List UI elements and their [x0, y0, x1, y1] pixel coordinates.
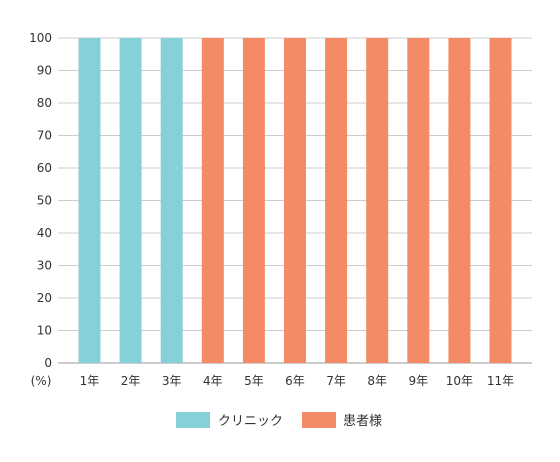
- y-tick-label: 50: [37, 194, 52, 208]
- x-tick-label: 4年: [203, 374, 223, 388]
- x-tick-label: 1年: [80, 374, 100, 388]
- y-tick-label: 20: [37, 291, 52, 305]
- x-tick-label: 5年: [244, 374, 264, 388]
- y-unit-label: (%): [31, 374, 52, 388]
- y-tick-label: 30: [37, 259, 52, 273]
- x-tick-label: 6年: [285, 374, 305, 388]
- legend-label: クリニック: [218, 414, 283, 429]
- bar: [201, 38, 224, 363]
- bar: [366, 38, 389, 363]
- bar: [325, 38, 348, 363]
- x-tick-label: 10年: [446, 374, 473, 388]
- bars: [78, 38, 512, 363]
- y-tick-label: 100: [29, 31, 52, 45]
- y-tick-label: 0: [44, 356, 52, 370]
- x-tick-label: 3年: [162, 374, 182, 388]
- x-tick-label: 7年: [326, 374, 346, 388]
- bar: [448, 38, 471, 363]
- y-tick-label: 10: [37, 324, 52, 338]
- x-tick-label: 8年: [367, 374, 387, 388]
- bar: [160, 38, 183, 363]
- y-tick-label: 80: [37, 96, 52, 110]
- y-tick-label: 70: [37, 129, 52, 143]
- x-tick-label: 11年: [487, 374, 514, 388]
- bar: [489, 38, 512, 363]
- legend-label: 患者様: [343, 414, 382, 429]
- bar: [284, 38, 306, 363]
- x-axis-ticks: 1年 2年 3年 4年 5年 6年 7年 8年 9年 10年 11年: [80, 374, 514, 388]
- bar: [119, 38, 142, 363]
- legend: クリニック 患者様: [176, 412, 382, 429]
- legend-swatch: [176, 412, 210, 428]
- y-axis-ticks: 0 10 20 30 40 50 60 70 80 90 100: [29, 31, 52, 370]
- y-tick-label: 40: [37, 226, 52, 240]
- bar: [407, 38, 430, 363]
- x-tick-label: 9年: [408, 374, 428, 388]
- legend-swatch: [302, 412, 336, 428]
- y-tick-label: 60: [37, 161, 52, 175]
- y-tick-label: 90: [37, 64, 52, 78]
- bar: [78, 38, 101, 363]
- bar: [242, 38, 265, 363]
- x-tick-label: 2年: [121, 374, 141, 388]
